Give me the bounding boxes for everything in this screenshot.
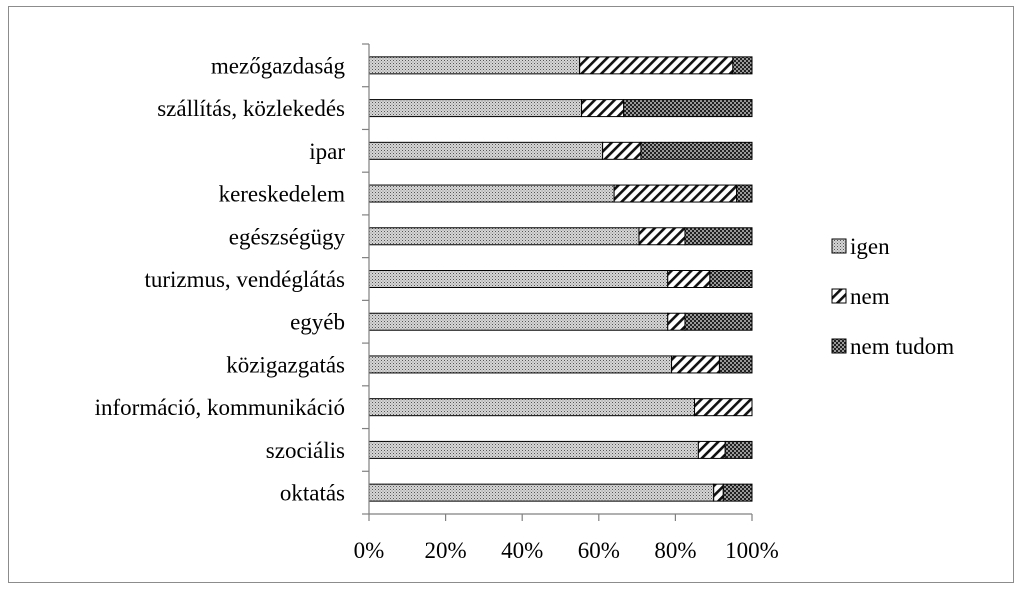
category-label: ipar	[309, 139, 345, 164]
bar-oktatas-nem	[713, 483, 724, 502]
bar-informacio-kommunikacio-igen	[368, 398, 696, 417]
x-tick-label: 40%	[501, 538, 543, 563]
bar-ipar-nem	[602, 141, 642, 160]
bar-egyeb-igen	[368, 312, 669, 331]
legend-swatch-nem	[831, 288, 847, 304]
bar-szocialis-nem	[697, 440, 726, 459]
bar-szocialis-nem-tudom	[724, 440, 753, 459]
category-label: mezőgazdaság	[211, 53, 346, 78]
x-tick-label: 100%	[725, 538, 779, 563]
bar-kozigazgatas-nem	[671, 355, 720, 374]
bar-oktatas-nem-tudom	[722, 483, 753, 502]
bar-egeszsegugy-nem	[638, 227, 686, 246]
bar-egyeb-nem-tudom	[684, 312, 753, 331]
category-labels: mezőgazdaság szállítás, közlekedés ipar ker…	[95, 53, 346, 505]
bars-group	[368, 56, 753, 502]
axes-group	[362, 43, 753, 521]
category-label: szociális	[266, 438, 345, 463]
category-label: turizmus, vendéglátás	[144, 267, 345, 292]
category-label: egészségügy	[229, 224, 346, 249]
x-tick-label: 0%	[354, 538, 385, 563]
bar-informacio-kommunikacio-nem	[694, 398, 753, 417]
legend-label-igen: igen	[850, 234, 890, 259]
bar-turizmus-vendeglatas-nem	[667, 270, 711, 288]
legend-swatch-igen	[831, 238, 847, 254]
bar-szallitas-kozlekedes-nem-tudom	[623, 99, 753, 118]
bar-mezogazdasag-nem-tudom	[732, 56, 753, 75]
category-label: közigazgatás	[226, 352, 345, 377]
bar-mezogazdasag-igen	[368, 56, 581, 75]
bar-kereskedelem-igen	[368, 184, 615, 203]
legend-label-nem: nem	[850, 284, 890, 309]
bar-ipar-igen	[368, 141, 604, 160]
category-label: oktatás	[280, 481, 345, 506]
bar-egeszsegugy-igen	[368, 227, 640, 246]
bar-mezogazdasag-nem	[579, 56, 734, 75]
x-tick-label: 20%	[425, 538, 467, 563]
bar-ipar-nem-tudom	[640, 141, 753, 160]
bar-kereskedelem-nem	[613, 184, 738, 203]
legend-label-nem-tudom: nem tudom	[850, 334, 954, 359]
category-label: információ, kommunikáció	[95, 395, 345, 420]
bar-egeszsegugy-nem-tudom	[684, 227, 753, 246]
category-label: szállítás, közlekedés	[157, 96, 345, 121]
bar-szocialis-igen	[368, 440, 699, 459]
category-label: egyéb	[290, 310, 345, 335]
tick-labels: 0% 20% 40% 60% 80% 100%	[354, 538, 779, 563]
legend: igen nem nem tudom	[831, 234, 954, 359]
bar-oktatas-igen	[368, 483, 715, 502]
bar-szallitas-kozlekedes-nem	[581, 99, 625, 118]
bar-kereskedelem-nem-tudom	[736, 184, 753, 203]
bar-egyeb-nem	[667, 312, 686, 331]
bar-turizmus-vendeglatas-igen	[368, 270, 669, 288]
x-tick-label: 60%	[578, 538, 620, 563]
bar-turizmus-vendeglatas-nem-tudom	[709, 270, 753, 288]
legend-swatch-nem-tudom	[831, 338, 847, 354]
bar-kozigazgatas-igen	[368, 355, 673, 374]
category-label: kereskedelem	[219, 182, 346, 207]
x-tick-label: 80%	[654, 538, 696, 563]
bar-kozigazgatas-nem-tudom	[718, 355, 753, 374]
bar-szallitas-kozlekedes-igen	[368, 99, 583, 118]
